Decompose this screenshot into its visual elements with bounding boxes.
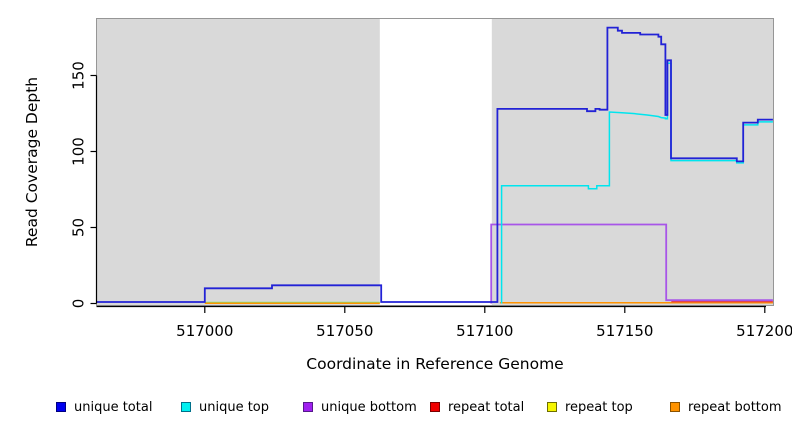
y-axis-title: Read Coverage Depth bbox=[23, 76, 41, 248]
y-tick-label: 50 bbox=[69, 217, 88, 238]
legend-label: unique top bbox=[199, 399, 270, 415]
legend-swatch-icon bbox=[181, 402, 191, 412]
legend-item-repeat-top: repeat top bbox=[547, 399, 633, 415]
x-tick-label: 517000 bbox=[176, 322, 234, 340]
legend-label: unique total bbox=[74, 399, 153, 415]
legend-item-repeat-bottom: repeat bottom bbox=[670, 399, 782, 415]
x-tick-label: 517050 bbox=[316, 322, 374, 340]
x-tick-label: 517150 bbox=[596, 322, 654, 340]
legend-swatch-icon bbox=[430, 402, 440, 412]
y-tick-label: 150 bbox=[69, 61, 88, 90]
legend-label: repeat total bbox=[448, 399, 525, 415]
legend-item-unique-total: unique total bbox=[56, 399, 153, 415]
y-tick-label: 0 bbox=[69, 298, 88, 309]
legend-item-unique-top: unique top bbox=[181, 399, 270, 415]
legend-item-unique-bottom: unique bottom bbox=[303, 399, 417, 415]
legend-swatch-icon bbox=[547, 402, 557, 412]
plot-panel bbox=[96, 18, 774, 306]
legend-swatch-icon bbox=[56, 402, 66, 412]
legend-label: repeat top bbox=[565, 399, 633, 415]
legend-label: repeat bottom bbox=[688, 399, 782, 415]
legend-swatch-icon bbox=[303, 402, 313, 412]
x-axis-title: Coordinate in Reference Genome bbox=[306, 355, 564, 373]
legend-swatch-icon bbox=[670, 402, 680, 412]
y-tick-label: 100 bbox=[69, 137, 88, 166]
x-tick-label: 517200 bbox=[736, 322, 792, 340]
legend-item-repeat-total: repeat total bbox=[430, 399, 525, 415]
x-tick-label: 517100 bbox=[456, 322, 514, 340]
legend-label: unique bottom bbox=[321, 399, 417, 415]
